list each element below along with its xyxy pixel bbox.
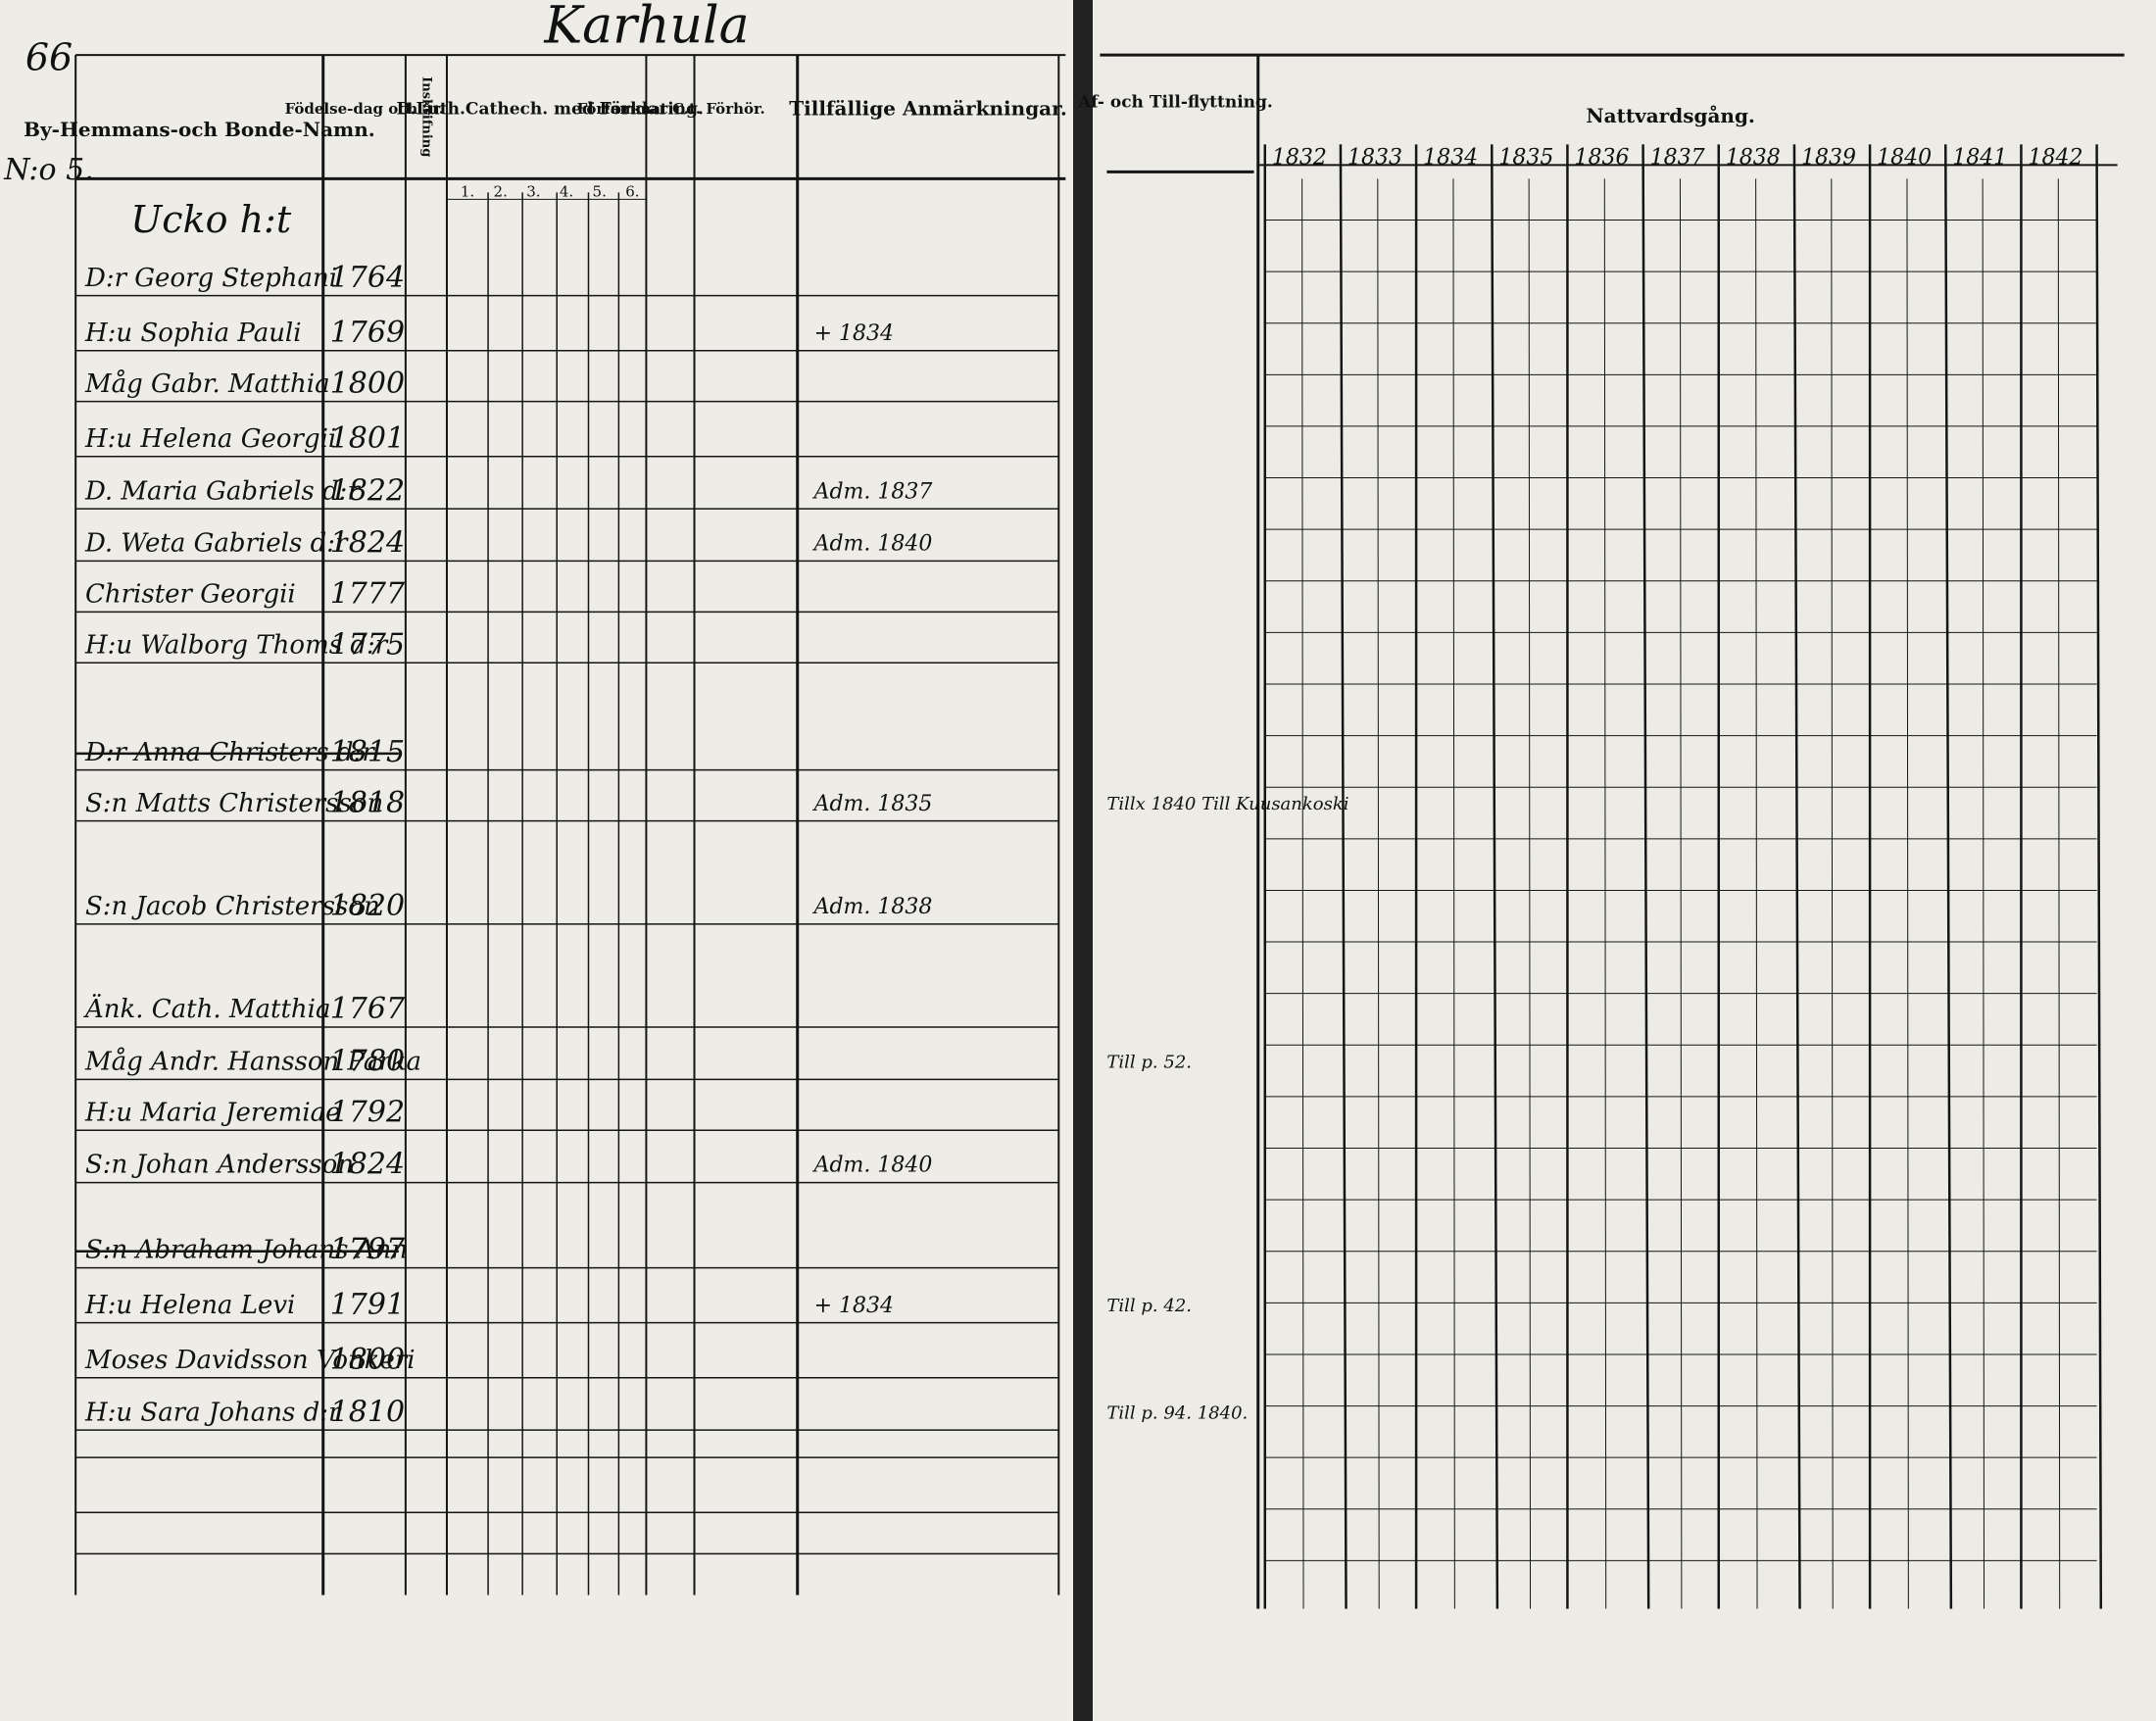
birth-year: 1775 <box>330 627 405 662</box>
remark: + 1834 <box>814 1294 894 1318</box>
year-header: 1832 <box>1272 145 1327 170</box>
spine <box>1073 0 1093 1721</box>
column-header: Inskrifning <box>418 76 433 157</box>
rule <box>1943 144 1953 1609</box>
resident-name: H:u Helena Georgii <box>84 424 336 454</box>
rule <box>1792 144 1801 1609</box>
year-header: 1838 <box>1726 145 1781 170</box>
birth-year: 1780 <box>330 1045 405 1079</box>
resident-name: Christer Georgii <box>85 579 296 609</box>
rule <box>1491 144 1499 1609</box>
birth-year: 1792 <box>330 1095 405 1129</box>
birth-year: 1820 <box>330 889 405 923</box>
birth-year: 1764 <box>330 261 405 295</box>
remark: Adm. 1837 <box>812 479 933 504</box>
resident-name: D. Maria Gabriels d:r <box>84 476 361 506</box>
page-title: Karhula <box>543 0 749 56</box>
remark: Adm. 1840 <box>812 1154 933 1178</box>
rule <box>1679 178 1683 1609</box>
moving-note: Till p. 52. <box>1106 1053 1192 1073</box>
rule <box>1301 178 1304 1609</box>
resident-name: D:r Georg Stephani <box>84 264 337 293</box>
resident-name: Änk. Cath. Matthia <box>83 994 331 1024</box>
birth-year: 1769 <box>330 316 405 350</box>
moving-note: Tillx 1840 Till Kuusankoski <box>1106 794 1348 814</box>
resident-name: Måg Gabr. Matthia <box>84 369 330 399</box>
birth-year: 1824 <box>330 526 405 561</box>
column-header: By-Hemmans-och Bonde-Namn. <box>24 118 375 141</box>
birth-year: 1800 <box>330 1343 405 1377</box>
resident-name: S:n Matts Christersson <box>85 789 383 818</box>
rule <box>1831 178 1834 1609</box>
birth-year: 1815 <box>330 735 405 769</box>
right-page <box>1093 0 2156 1721</box>
birth-year: 1801 <box>330 421 405 456</box>
year-header: 1835 <box>1498 145 1553 170</box>
birth-year: 1810 <box>330 1395 405 1429</box>
catechism-part: 5. <box>593 182 607 200</box>
rule <box>1603 178 1607 1609</box>
resident-name: H:u Helena Levi <box>84 1291 295 1320</box>
column-header: Tillfällige Anmärkningar. <box>789 97 1067 121</box>
rule <box>1906 178 1909 1609</box>
section-number: N:o 5. <box>3 153 94 187</box>
farm-name: Ucko h:t <box>130 198 292 241</box>
rule <box>2057 178 2061 1609</box>
page-number: 66 <box>25 36 73 79</box>
catechism-part: 2. <box>494 182 508 200</box>
birth-year: 1824 <box>330 1148 405 1182</box>
moving-note: Till p. 42. <box>1106 1296 1192 1316</box>
resident-name: H:u Sara Johans d:r <box>84 1398 342 1427</box>
year-header: 1840 <box>1877 145 1932 170</box>
column-header: Födelse-dag och år. <box>285 100 444 118</box>
rule <box>1377 178 1380 1609</box>
rule <box>1755 178 1758 1609</box>
resident-name: S:n Jacob Christersson <box>85 892 380 921</box>
catechism-part: 1. <box>461 182 474 200</box>
birth-year: 1791 <box>330 1288 405 1322</box>
year-header: 1836 <box>1574 145 1629 170</box>
year-header: 1841 <box>1952 145 2007 170</box>
rule <box>1339 144 1348 1609</box>
birth-year: 1800 <box>330 367 405 401</box>
remark: Adm. 1838 <box>812 895 933 919</box>
year-header: 1839 <box>1801 145 1856 170</box>
catechism-part: 3. <box>526 182 540 200</box>
year-header: 1842 <box>2028 145 2082 170</box>
column-header: Förfammat C.t. Förhör. <box>577 100 765 118</box>
resident-name: D. Weta Gabriels d:r <box>84 529 349 559</box>
column-header: Nattvardsgång. <box>1586 104 1755 127</box>
birth-year: 1797 <box>330 1233 406 1267</box>
resident-name: Måg Andr. Hansson Parka <box>84 1047 421 1077</box>
catechism-part: 4. <box>560 182 573 200</box>
remark: Adm. 1840 <box>812 532 933 557</box>
birth-year: 1777 <box>330 576 406 611</box>
rule <box>2095 144 2103 1609</box>
rule <box>1642 144 1650 1609</box>
moving-note: Till p. 94. 1840. <box>1106 1402 1248 1423</box>
resident-name: H:u Walborg Thoms d:r <box>84 630 389 660</box>
birth-year: 1822 <box>330 473 405 508</box>
resident-name: S:n Johan Andersson <box>85 1151 354 1180</box>
birth-year: 1767 <box>330 992 406 1026</box>
rule <box>1982 178 1985 1609</box>
year-header: 1837 <box>1650 145 1705 170</box>
remark: Adm. 1835 <box>812 792 933 816</box>
resident-name: Moses Davidsson Vonkeri <box>84 1346 416 1375</box>
year-header: 1833 <box>1348 145 1402 170</box>
birth-year: 1818 <box>330 786 405 820</box>
left-page <box>0 0 1073 1721</box>
resident-name: H:u Maria Jeremiae <box>84 1098 341 1127</box>
resident-name: H:u Sophia Pauli <box>84 319 302 348</box>
column-header: Af- och Till-flyttning. <box>1077 93 1273 113</box>
catechism-part: 6. <box>625 182 639 200</box>
year-header: 1834 <box>1423 145 1478 170</box>
rule <box>1452 178 1455 1609</box>
rule <box>1528 178 1532 1609</box>
remark: + 1834 <box>814 321 894 346</box>
column-header: D.Luth.Cathech. med Förklaring. <box>396 100 704 120</box>
